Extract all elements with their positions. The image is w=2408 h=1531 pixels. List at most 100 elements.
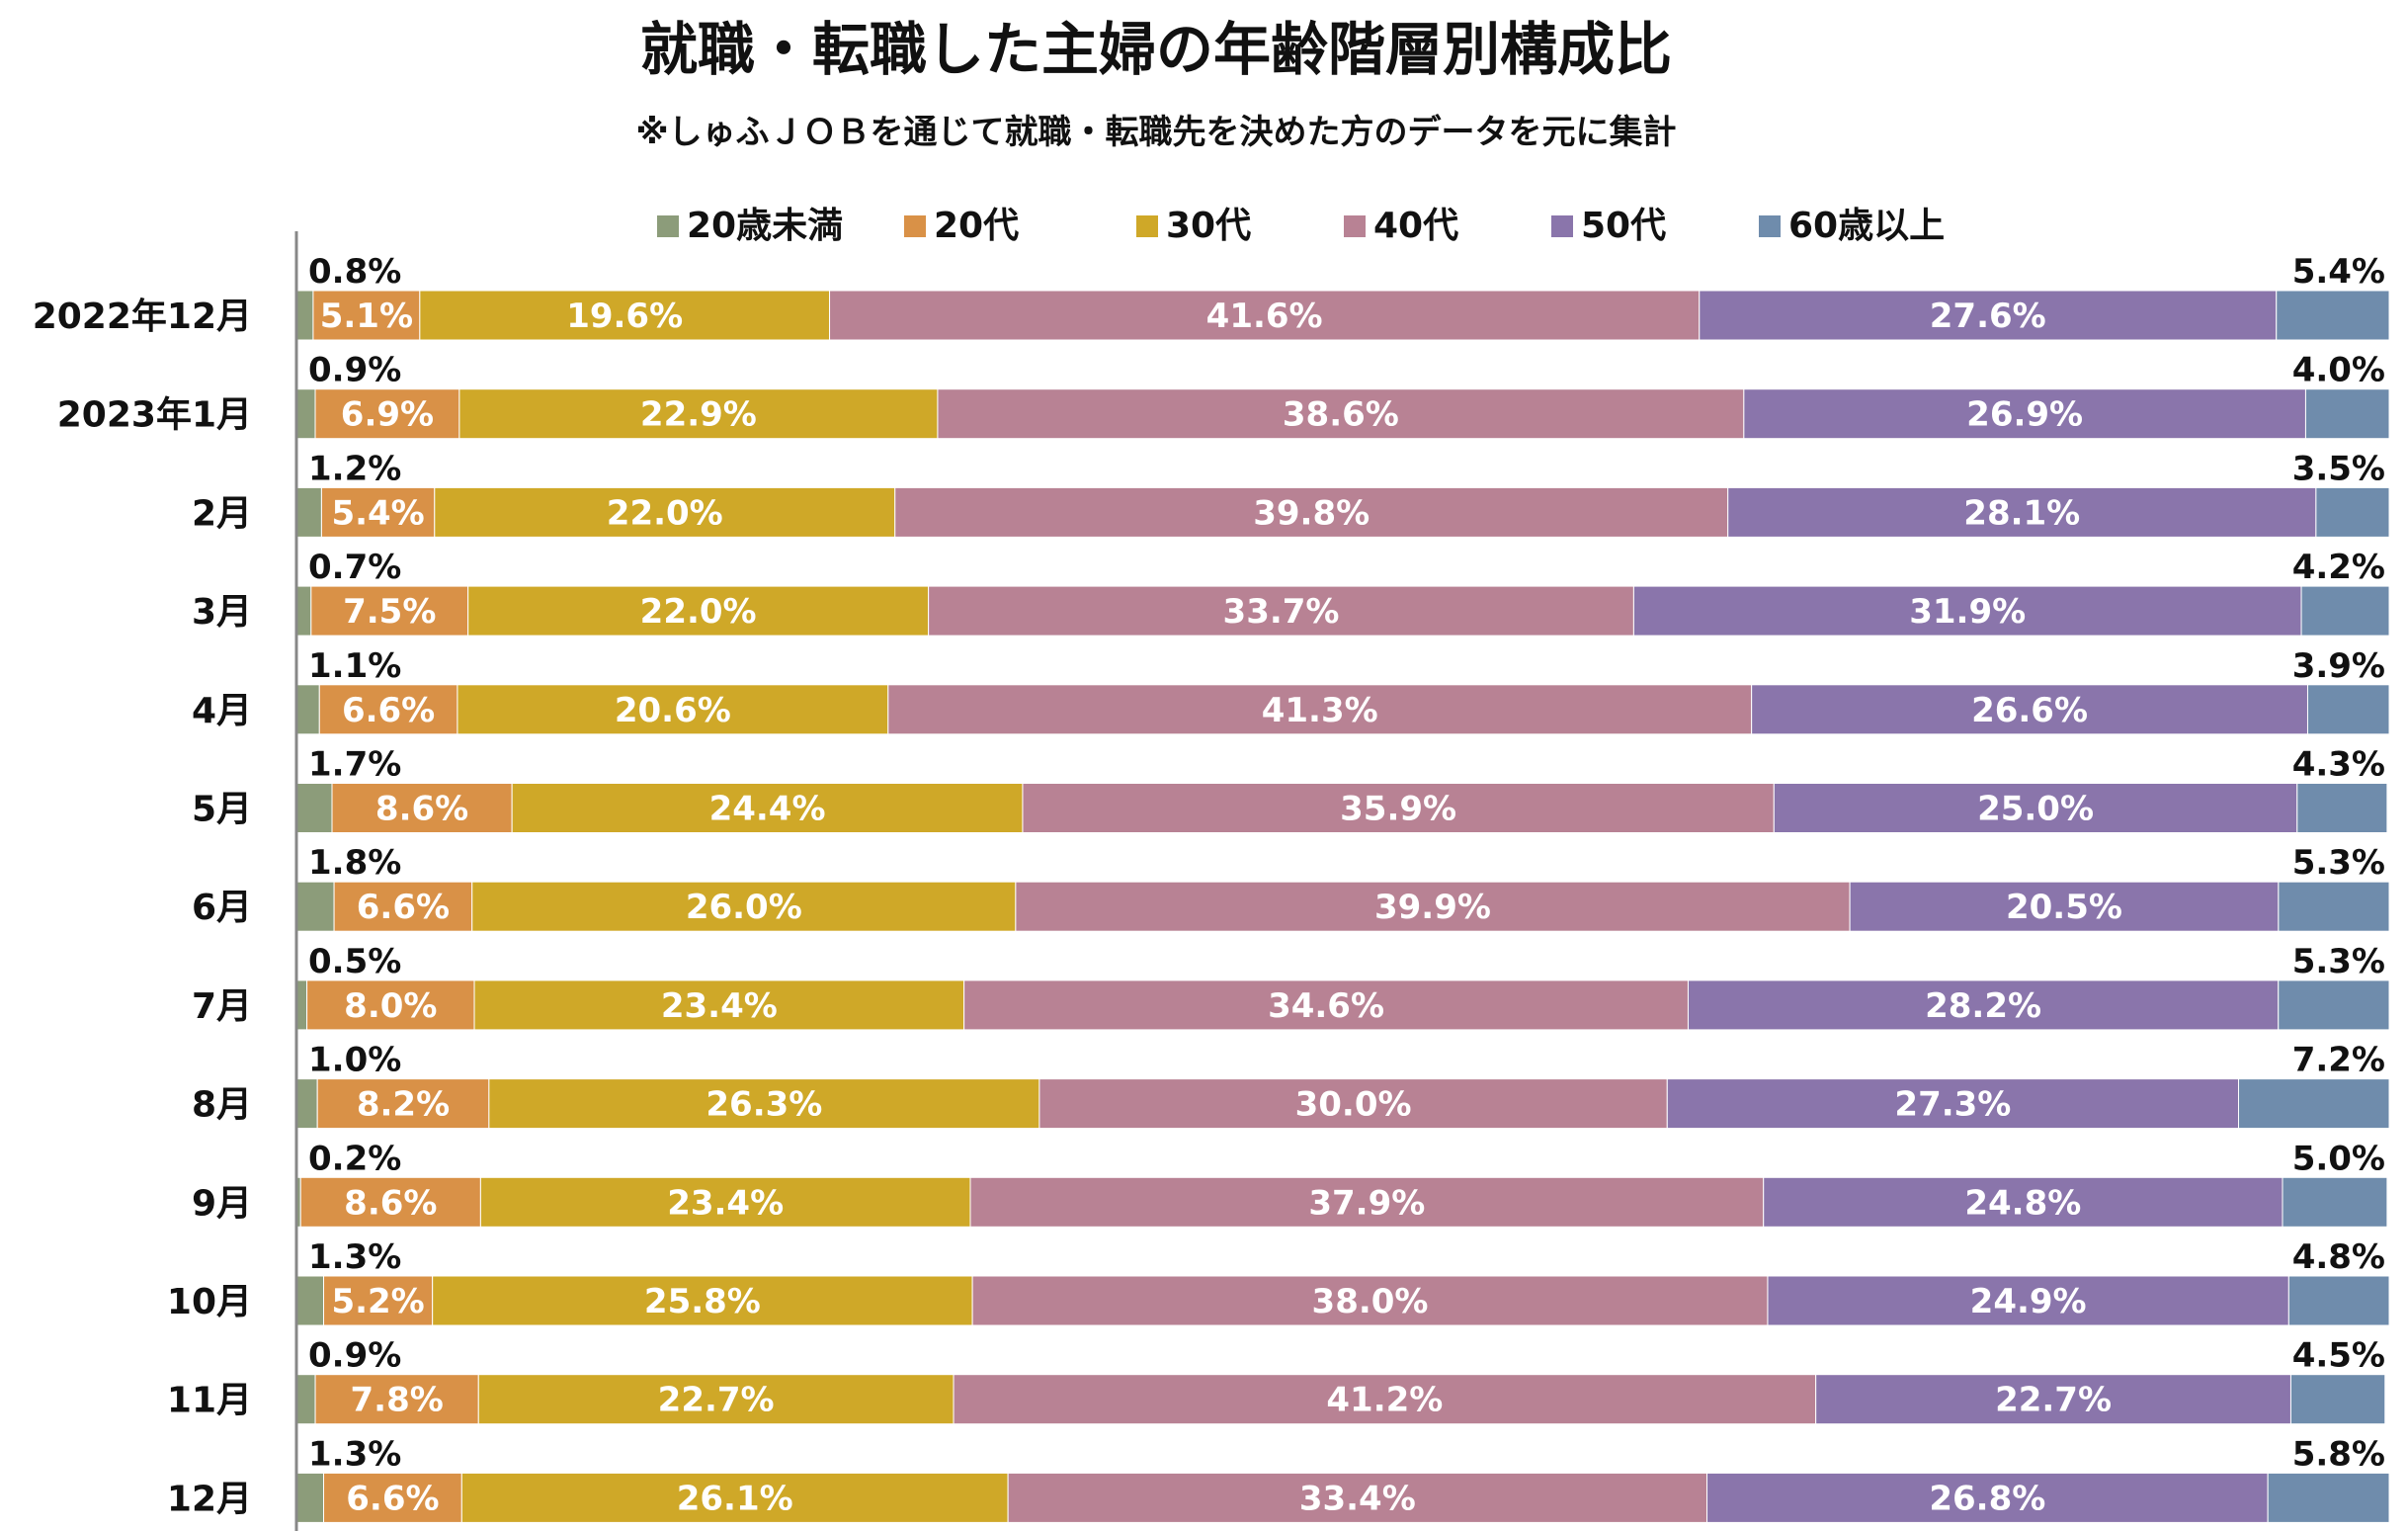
bar-segment bbox=[432, 1275, 973, 1326]
bar-segment bbox=[434, 486, 896, 538]
data-label: 7.5% bbox=[343, 592, 436, 632]
bar-segment bbox=[314, 388, 460, 440]
data-label: 1.3% bbox=[308, 1434, 401, 1474]
bar-segment bbox=[295, 1374, 316, 1425]
data-label: 25.0% bbox=[1977, 790, 2094, 829]
bar-segment bbox=[937, 388, 1745, 440]
bar-segment bbox=[306, 979, 475, 1031]
category-label: 4月 bbox=[192, 691, 252, 731]
data-label: 25.8% bbox=[644, 1282, 761, 1321]
data-label: 0.2% bbox=[308, 1139, 401, 1178]
legend-swatch bbox=[1344, 215, 1366, 237]
bar-segment bbox=[419, 290, 831, 341]
bar-segment bbox=[333, 881, 473, 932]
data-label: 6.6% bbox=[357, 888, 450, 927]
data-label: 24.9% bbox=[1970, 1282, 2087, 1321]
data-label: 19.6% bbox=[566, 297, 683, 336]
data-label: 5.8% bbox=[2292, 1434, 2385, 1474]
category-label: 2022年12月 bbox=[33, 297, 252, 337]
bar-segment bbox=[295, 388, 316, 440]
bar-segment bbox=[310, 585, 469, 637]
bar-segment bbox=[1706, 1472, 2269, 1523]
data-label: 22.9% bbox=[640, 395, 757, 435]
bar-segment bbox=[2278, 881, 2390, 932]
legend-swatch bbox=[904, 215, 926, 237]
bar-segment bbox=[2278, 979, 2390, 1031]
data-label: 6.9% bbox=[341, 395, 434, 435]
data-label: 26.3% bbox=[706, 1085, 822, 1125]
bar-segment bbox=[295, 783, 333, 833]
legend-swatch bbox=[1136, 215, 1158, 237]
data-label: 4.5% bbox=[2292, 1336, 2385, 1376]
data-label: 22.0% bbox=[607, 493, 723, 533]
data-label: 4.2% bbox=[2292, 548, 2385, 587]
category-label: 3月 bbox=[192, 592, 252, 633]
chart-title: 就職・転職した主婦の年齢階層別構成比 bbox=[640, 16, 1672, 83]
bar-segment bbox=[963, 979, 1689, 1031]
legend-label: 40代 bbox=[1373, 206, 1458, 246]
bar-segment bbox=[1022, 783, 1775, 833]
legend-label: 50代 bbox=[1581, 206, 1666, 246]
bar-segment bbox=[460, 1472, 1009, 1523]
category-label: 7月 bbox=[192, 986, 252, 1027]
legend-swatch bbox=[657, 215, 679, 237]
category-label: 2023年1月 bbox=[57, 395, 252, 436]
bar-segment bbox=[887, 684, 1753, 735]
data-label: 5.0% bbox=[2292, 1139, 2385, 1178]
bar-segment bbox=[2287, 1275, 2390, 1326]
data-label: 41.2% bbox=[1326, 1381, 1443, 1420]
data-label: 1.2% bbox=[308, 449, 401, 488]
bar-segment bbox=[479, 1176, 971, 1228]
bar-segment bbox=[928, 585, 1634, 637]
data-label: 26.0% bbox=[686, 888, 802, 927]
data-label: 33.4% bbox=[1299, 1479, 1416, 1518]
data-label: 41.3% bbox=[1262, 691, 1378, 730]
bar-segment bbox=[511, 783, 1024, 833]
bar-segment bbox=[2282, 1176, 2388, 1228]
bar-segment bbox=[1007, 1472, 1708, 1523]
bar-segment bbox=[2304, 388, 2390, 440]
bar-segment bbox=[1849, 881, 2280, 932]
bar-segment bbox=[295, 1472, 325, 1523]
bar-segment bbox=[295, 881, 335, 932]
category-axis-labels: 2022年12月 2023年1月 2月 3月 4月 5月 6月 7月 8月 9月 10月 11月 12月 bbox=[33, 297, 252, 1519]
bar-segment bbox=[467, 585, 930, 637]
bar-segment bbox=[458, 388, 939, 440]
data-label: 5.3% bbox=[2292, 843, 2385, 883]
legend: 20歳未満 20代 30代 40代 50代 60歳以上 bbox=[657, 206, 1945, 246]
data-label: 0.8% bbox=[308, 252, 401, 292]
data-label: 6.6% bbox=[346, 1479, 439, 1518]
data-label: 38.6% bbox=[1283, 395, 1399, 435]
data-label: 5.4% bbox=[2292, 252, 2385, 292]
data-label: 0.5% bbox=[308, 942, 401, 981]
bar-segment bbox=[1038, 1078, 1668, 1130]
bar-segment bbox=[295, 1078, 318, 1130]
data-label: 23.4% bbox=[667, 1183, 784, 1223]
legend-label: 30代 bbox=[1166, 206, 1251, 246]
data-label: 7.2% bbox=[2292, 1041, 2385, 1080]
data-label: 37.9% bbox=[1308, 1183, 1425, 1223]
data-label: 26.1% bbox=[677, 1479, 793, 1518]
category-label: 5月 bbox=[192, 790, 252, 830]
data-label: 8.6% bbox=[375, 790, 468, 829]
bar-segment bbox=[829, 290, 1701, 341]
data-label: 26.8% bbox=[1929, 1479, 2045, 1518]
data-label: 38.0% bbox=[1312, 1282, 1429, 1321]
data-label: 24.8% bbox=[1964, 1183, 2081, 1223]
bar-segment bbox=[1666, 1078, 2240, 1130]
bar-segment bbox=[1015, 881, 1851, 932]
category-label: 9月 bbox=[192, 1183, 252, 1224]
legend-label: 20歳未満 bbox=[687, 206, 843, 246]
bar-segment bbox=[1751, 684, 2308, 735]
data-label: 26.6% bbox=[1971, 691, 2088, 730]
legend-label: 60歳以上 bbox=[1788, 206, 1945, 246]
bar-segment bbox=[1727, 486, 2317, 538]
bar-segment bbox=[2296, 783, 2388, 833]
category-label: 11月 bbox=[167, 1381, 252, 1421]
data-label: 8.2% bbox=[357, 1085, 450, 1125]
bar-segment bbox=[295, 1275, 325, 1326]
category-label: 2月 bbox=[192, 493, 252, 534]
data-label: 20.5% bbox=[2006, 888, 2122, 927]
data-label: 0.9% bbox=[308, 351, 401, 390]
bar-segment bbox=[323, 1275, 434, 1326]
